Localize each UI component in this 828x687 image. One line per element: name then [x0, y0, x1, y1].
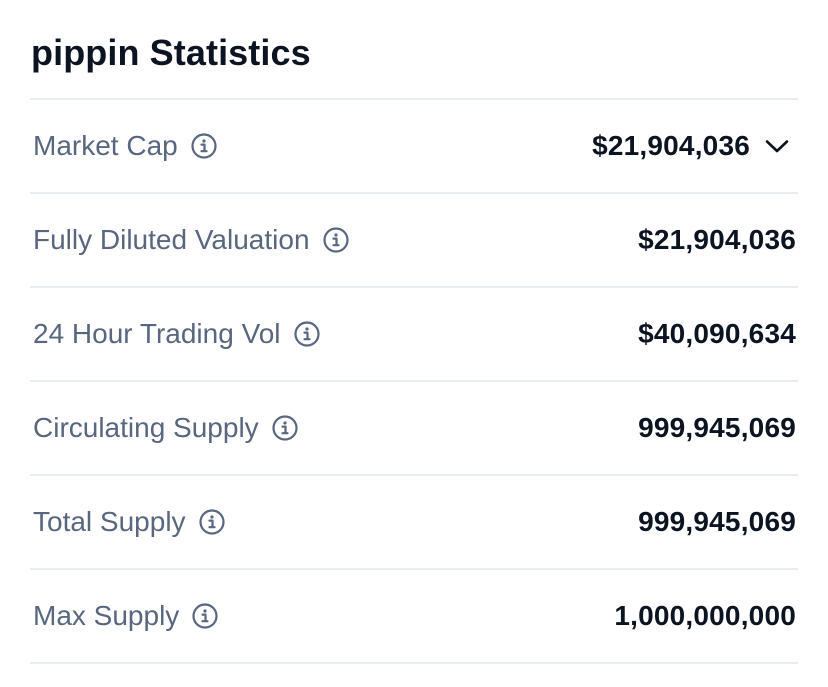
stat-value: $21,904,036 — [638, 224, 796, 255]
stat-row-24h-trading-vol: 24 Hour Trading Vol $40,090,634 — [30, 288, 798, 382]
stat-label: Max Supply — [33, 600, 180, 631]
stat-label: Total Supply — [33, 506, 186, 537]
stat-label-group: Max Supply — [30, 600, 219, 632]
stat-row-circulating-supply: Circulating Supply 999,945,069 — [30, 382, 798, 476]
stat-value: 1,000,000,000 — [614, 600, 796, 631]
stat-row-max-supply: Max Supply 1,000,000,000 — [30, 570, 798, 664]
info-icon[interactable] — [198, 508, 226, 536]
stat-value: 999,945,069 — [638, 506, 796, 537]
stat-value: $40,090,634 — [638, 318, 796, 349]
stat-label-group: Total Supply — [30, 506, 226, 538]
stat-label: 24 Hour Trading Vol — [33, 318, 281, 349]
stat-value-group: 1,000,000,000 — [614, 600, 798, 632]
stat-value: $21,904,036 — [592, 130, 750, 161]
statistics-list: Market Cap $21,904,036 Fully Diluted Val… — [30, 98, 798, 664]
stat-value-group: $40,090,634 — [638, 318, 798, 350]
stat-label: Market Cap — [33, 130, 178, 161]
stat-row-fully-diluted-valuation: Fully Diluted Valuation $21,904,036 — [30, 194, 798, 288]
page-title: pippin Statistics — [31, 32, 311, 73]
info-icon[interactable] — [271, 414, 299, 442]
stat-label-group: Market Cap — [30, 130, 218, 162]
stat-row-market-cap: Market Cap $21,904,036 — [30, 100, 798, 194]
stat-value-group: 999,945,069 — [638, 412, 798, 444]
stat-label: Fully Diluted Valuation — [33, 224, 310, 255]
stat-value: 999,945,069 — [638, 412, 796, 443]
stat-row-total-supply: Total Supply 999,945,069 — [30, 476, 798, 570]
stat-value-group[interactable]: $21,904,036 — [592, 130, 798, 162]
info-icon[interactable] — [322, 226, 350, 254]
chevron-down-icon[interactable] — [762, 131, 792, 161]
stat-label-group: Circulating Supply — [30, 412, 299, 444]
stat-label-group: 24 Hour Trading Vol — [30, 318, 321, 350]
info-icon[interactable] — [190, 132, 218, 160]
stat-value-group: 999,945,069 — [638, 506, 798, 538]
info-icon[interactable] — [293, 320, 321, 348]
info-icon[interactable] — [191, 602, 219, 630]
stat-label-group: Fully Diluted Valuation — [30, 224, 350, 256]
stat-value-group: $21,904,036 — [638, 224, 798, 256]
stat-label: Circulating Supply — [33, 412, 259, 443]
